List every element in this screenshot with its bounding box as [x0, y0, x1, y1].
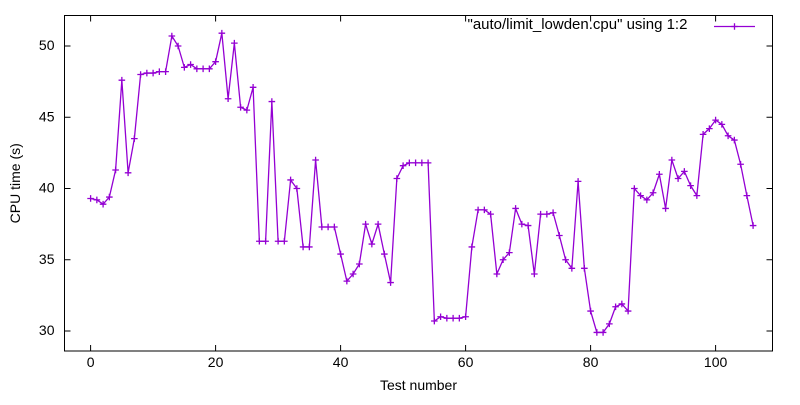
svg-text:40: 40: [39, 180, 55, 196]
svg-text:35: 35: [39, 251, 55, 267]
svg-text:60: 60: [458, 354, 474, 370]
svg-text:45: 45: [39, 108, 55, 124]
svg-text:30: 30: [39, 322, 55, 338]
svg-text:100: 100: [704, 354, 728, 370]
svg-text:20: 20: [208, 354, 224, 370]
svg-text:50: 50: [39, 37, 55, 53]
svg-text:Test number: Test number: [380, 377, 457, 393]
svg-text:CPU time (s): CPU time (s): [7, 143, 23, 223]
svg-text:80: 80: [583, 354, 599, 370]
svg-text:40: 40: [333, 354, 349, 370]
svg-text:"auto/limit_lowden.cpu" using: "auto/limit_lowden.cpu" using 1:2: [468, 16, 688, 33]
svg-text:0: 0: [87, 354, 95, 370]
